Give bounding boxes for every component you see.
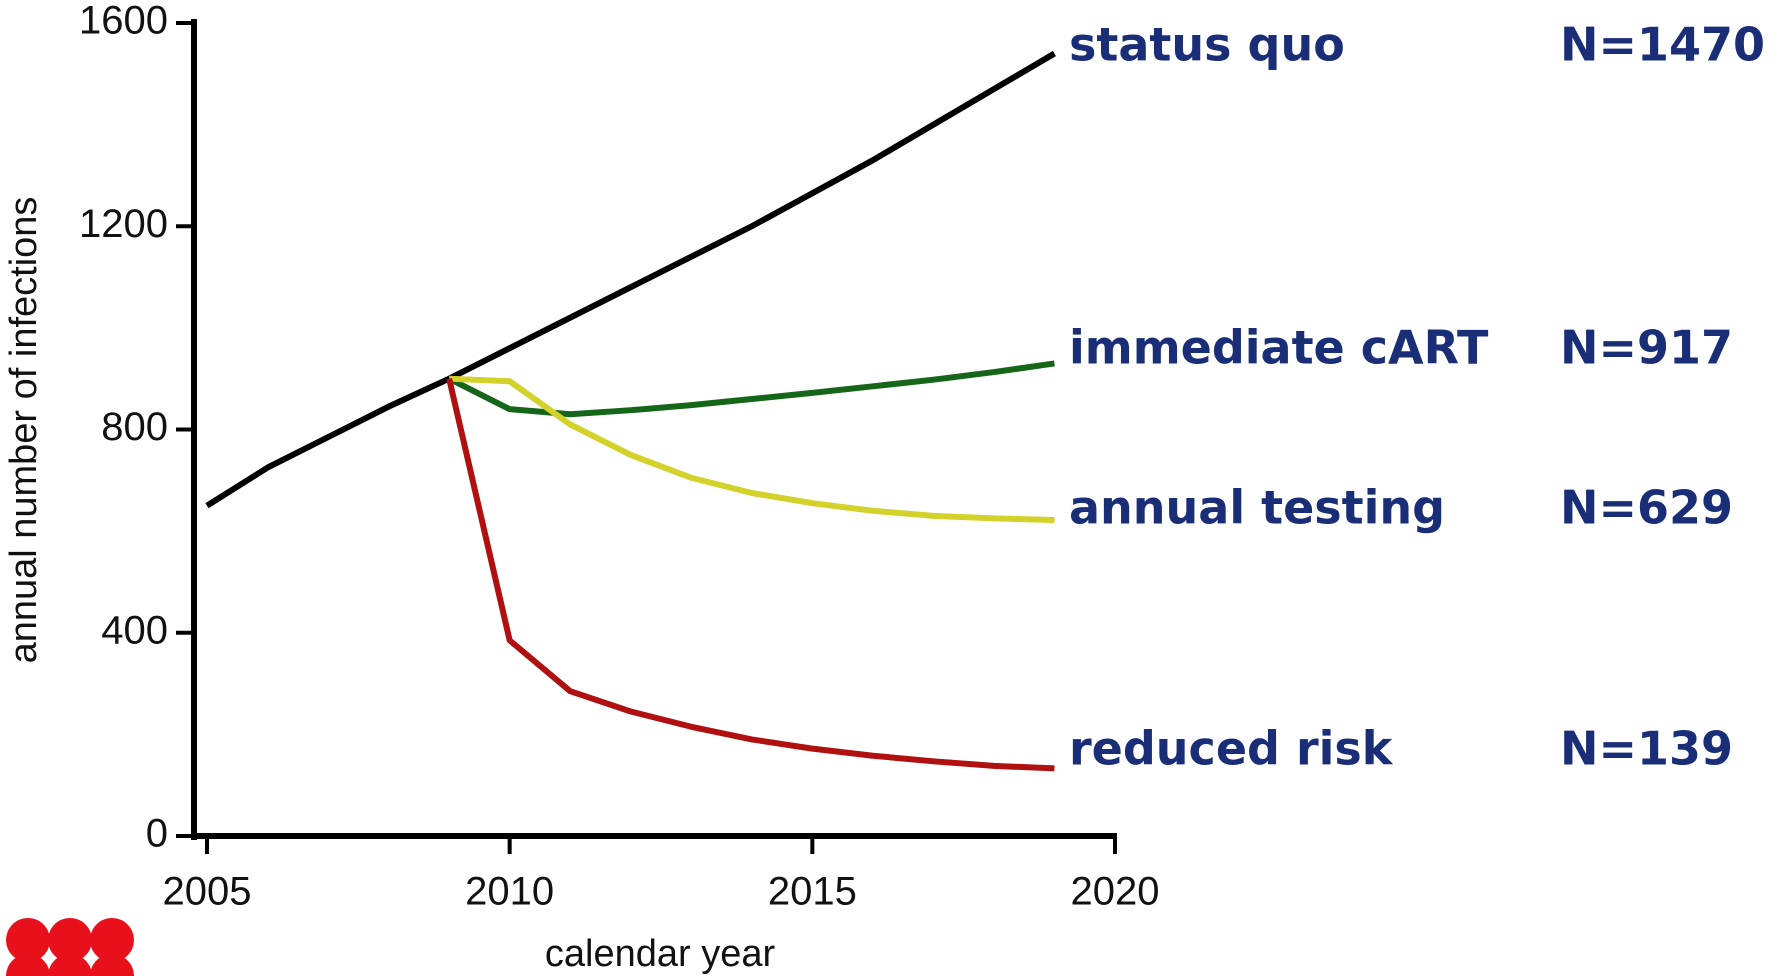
series-name: annual testing (1069, 481, 1445, 535)
series-line (449, 375, 1055, 523)
x-axis-label: calendar year (545, 933, 776, 975)
x-tick-label: 2005 (163, 870, 252, 914)
y-tick-label: 1600 (79, 0, 168, 43)
x-tick-label: 2010 (465, 870, 554, 914)
y-tick-label: 400 (101, 608, 168, 652)
y-tick-label: 0 (146, 812, 168, 856)
series-total: N=139 (1560, 722, 1733, 776)
series-line (447, 360, 1055, 418)
x-tick-label: 2015 (768, 870, 857, 914)
y-axis-label: annual number of infections (3, 197, 45, 664)
series-name: immediate cART (1069, 321, 1489, 375)
y-tick-label: 800 (101, 405, 168, 449)
series-total: N=1470 (1560, 18, 1765, 72)
series-name: status quo (1069, 18, 1345, 72)
series-line (205, 50, 1056, 509)
series-name: reduced risk (1069, 722, 1394, 776)
y-tick-label: 1200 (79, 202, 168, 246)
series-total: N=917 (1560, 321, 1733, 375)
series-total: N=629 (1560, 481, 1733, 535)
x-tick-label: 2020 (1071, 870, 1160, 914)
logo (6, 918, 134, 976)
series-line (446, 378, 1055, 772)
